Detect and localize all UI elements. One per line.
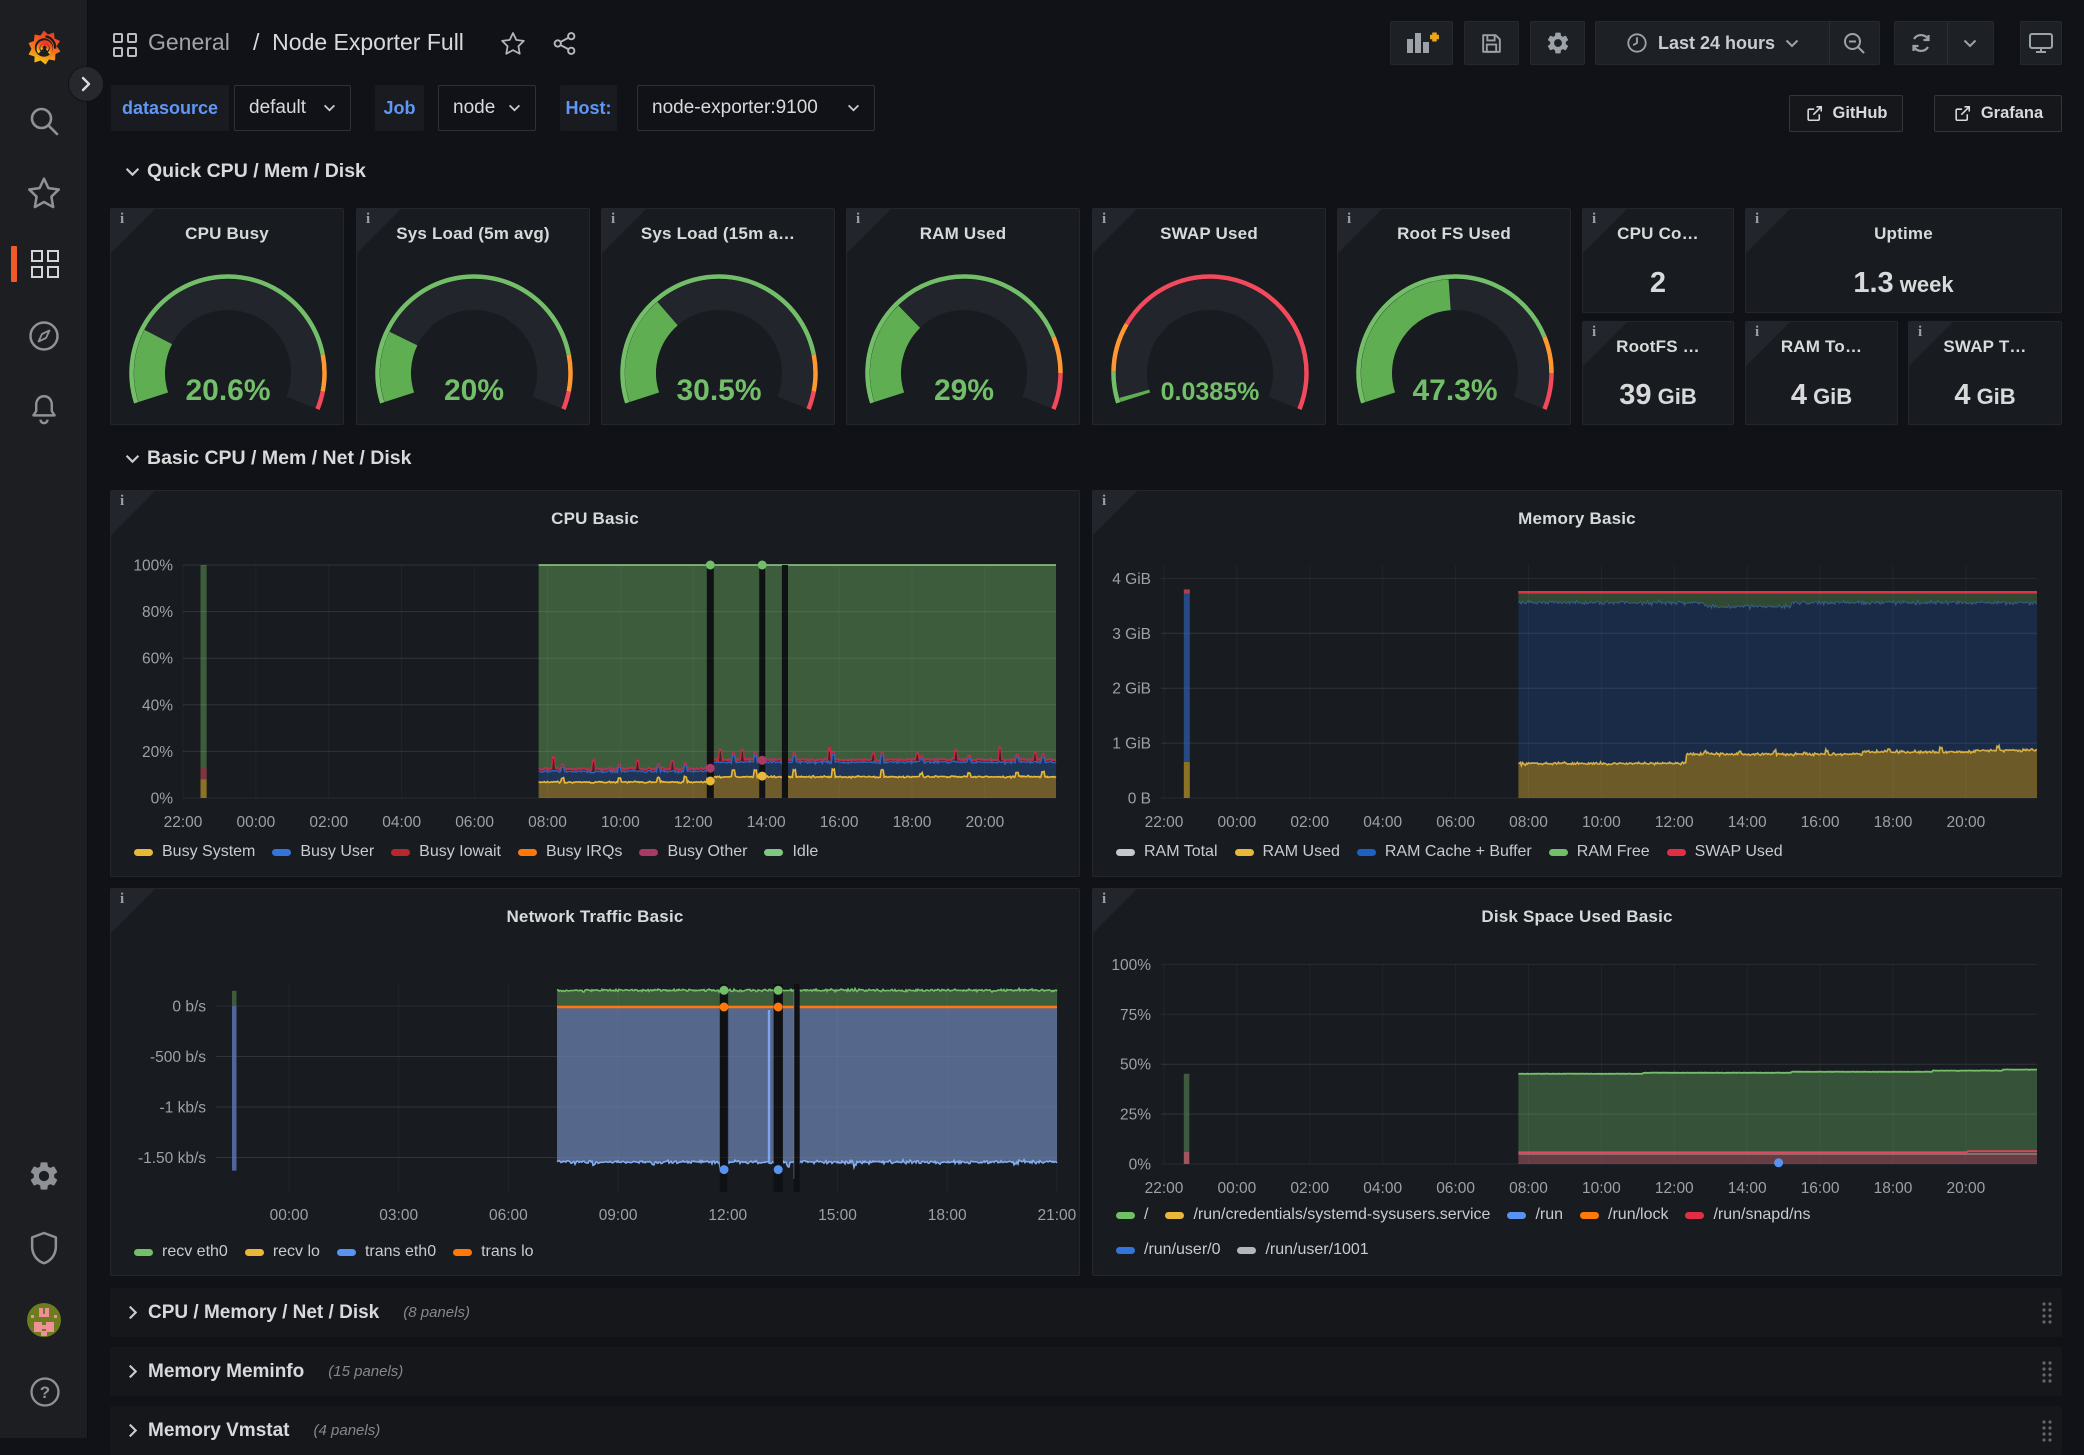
svg-text:16:00: 16:00 <box>820 814 859 831</box>
svg-text:25%: 25% <box>1120 1107 1151 1124</box>
svg-text:?: ? <box>40 1383 50 1402</box>
svg-text:47.3%: 47.3% <box>1412 374 1497 407</box>
svg-text:21:00: 21:00 <box>1038 1207 1077 1224</box>
svg-text:02:00: 02:00 <box>1290 1180 1329 1197</box>
svg-text:02:00: 02:00 <box>309 814 348 831</box>
svg-text:-500 b/s: -500 b/s <box>150 1049 206 1066</box>
svg-text:100%: 100% <box>133 558 173 575</box>
svg-text:22:00: 22:00 <box>1145 1180 1184 1197</box>
svg-text:80%: 80% <box>142 604 173 621</box>
svg-text:14:00: 14:00 <box>1728 814 1767 831</box>
svg-text:06:00: 06:00 <box>489 1207 528 1224</box>
svg-text:14:00: 14:00 <box>747 814 786 831</box>
svg-text:18:00: 18:00 <box>1874 814 1913 831</box>
svg-text:04:00: 04:00 <box>1363 814 1402 831</box>
svg-text:22:00: 22:00 <box>164 814 203 831</box>
svg-text:18:00: 18:00 <box>1874 1180 1913 1197</box>
svg-text:04:00: 04:00 <box>1363 1180 1402 1197</box>
svg-text:03:00: 03:00 <box>379 1207 418 1224</box>
svg-text:09:00: 09:00 <box>599 1207 638 1224</box>
svg-text:100%: 100% <box>1111 957 1151 974</box>
svg-text:16:00: 16:00 <box>1801 814 1840 831</box>
svg-text:00:00: 00:00 <box>237 814 276 831</box>
svg-text:20:00: 20:00 <box>966 814 1005 831</box>
svg-text:0%: 0% <box>151 791 174 808</box>
svg-text:0 B: 0 B <box>1128 791 1151 808</box>
svg-text:00:00: 00:00 <box>270 1207 309 1224</box>
svg-text:06:00: 06:00 <box>1436 1180 1475 1197</box>
svg-text:10:00: 10:00 <box>601 814 640 831</box>
svg-text:50%: 50% <box>1120 1057 1151 1074</box>
svg-text:00:00: 00:00 <box>1218 814 1257 831</box>
svg-text:4 GiB: 4 GiB <box>1112 571 1151 588</box>
svg-text:06:00: 06:00 <box>1436 814 1475 831</box>
svg-text:18:00: 18:00 <box>928 1207 967 1224</box>
svg-text:12:00: 12:00 <box>708 1207 747 1224</box>
svg-text:18:00: 18:00 <box>893 814 932 831</box>
svg-text:-1 kb/s: -1 kb/s <box>159 1100 206 1117</box>
svg-text:20:00: 20:00 <box>1947 814 1986 831</box>
svg-text:3 GiB: 3 GiB <box>1112 626 1151 643</box>
svg-text:0 b/s: 0 b/s <box>172 999 206 1016</box>
svg-text:08:00: 08:00 <box>528 814 567 831</box>
svg-text:20.6%: 20.6% <box>185 374 270 407</box>
svg-text:20%: 20% <box>142 744 173 761</box>
svg-text:12:00: 12:00 <box>1655 1180 1694 1197</box>
svg-text:12:00: 12:00 <box>1655 814 1694 831</box>
svg-text:15:00: 15:00 <box>818 1207 857 1224</box>
svg-text:20:00: 20:00 <box>1947 1180 1986 1197</box>
svg-text:20%: 20% <box>444 374 504 407</box>
svg-text:40%: 40% <box>142 697 173 714</box>
svg-text:30.5%: 30.5% <box>676 374 761 407</box>
svg-text:08:00: 08:00 <box>1509 814 1548 831</box>
svg-text:1 GiB: 1 GiB <box>1112 736 1151 753</box>
svg-text:0.0385%: 0.0385% <box>1161 378 1260 406</box>
svg-text:12:00: 12:00 <box>674 814 713 831</box>
svg-text:14:00: 14:00 <box>1728 1180 1767 1197</box>
svg-text:02:00: 02:00 <box>1290 814 1329 831</box>
svg-text:75%: 75% <box>1120 1007 1151 1024</box>
svg-text:06:00: 06:00 <box>455 814 494 831</box>
svg-text:10:00: 10:00 <box>1582 1180 1621 1197</box>
svg-text:60%: 60% <box>142 651 173 668</box>
svg-text:-1.50 kb/s: -1.50 kb/s <box>138 1150 206 1167</box>
svg-text:04:00: 04:00 <box>382 814 421 831</box>
svg-text:22:00: 22:00 <box>1145 814 1184 831</box>
svg-text:16:00: 16:00 <box>1801 1180 1840 1197</box>
svg-text:0%: 0% <box>1129 1157 1152 1174</box>
svg-text:10:00: 10:00 <box>1582 814 1621 831</box>
svg-text:2 GiB: 2 GiB <box>1112 681 1151 698</box>
svg-text:08:00: 08:00 <box>1509 1180 1548 1197</box>
svg-text:00:00: 00:00 <box>1218 1180 1257 1197</box>
svg-text:29%: 29% <box>934 374 994 407</box>
